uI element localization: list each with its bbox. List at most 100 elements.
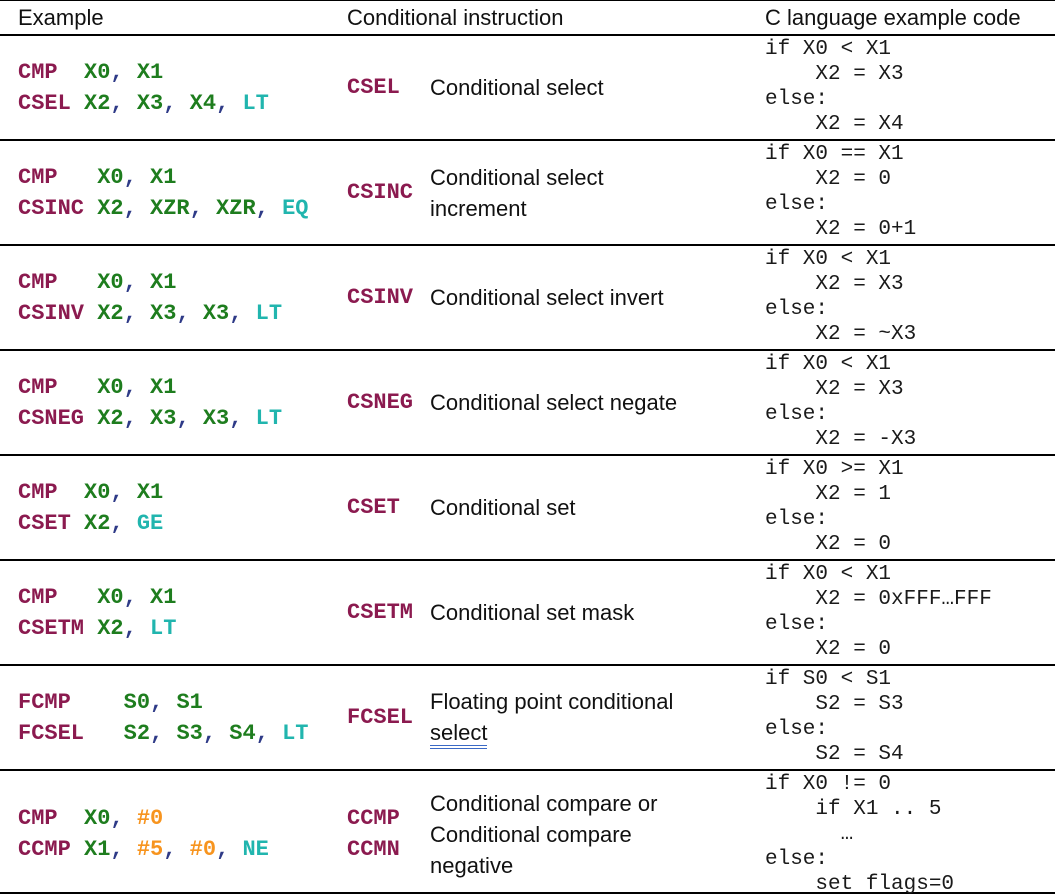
mnemonic-label: CSET: [347, 495, 400, 520]
assembly-line: CMP X0, #0: [18, 803, 347, 834]
asm-token: X2: [97, 195, 124, 221]
asm-token: ,: [123, 195, 137, 221]
mnemonic-cell: CSET: [347, 456, 430, 559]
asm-token: CMP: [18, 269, 58, 295]
table-row: CMP X0, X1 CSINC X2, XZR, XZR, EQ CSINC Con…: [0, 141, 1055, 246]
asm-token: [84, 616, 97, 641]
description-line: Conditional set mask: [430, 600, 635, 625]
example-cell: FCMP S0, S1 FCSEL S2, S3, S4, LT: [0, 666, 347, 769]
description-line: increment: [430, 195, 527, 221]
asm-token: LT: [282, 720, 309, 746]
asm-token: ,: [176, 300, 190, 326]
asm-token: [124, 806, 137, 831]
example-cell: CMP X0, X1 CSEL X2, X3, X4, LT: [0, 36, 347, 139]
asm-token: ,: [189, 195, 203, 221]
assembly-line: CSINC X2, XZR, XZR, EQ: [18, 193, 347, 224]
code-cell: if X0 < X1 X2 = X3 else: X2 = ~X3: [765, 246, 1055, 349]
asm-token: CMP: [18, 584, 58, 610]
table-row: CMP X0, X1 CSET X2, GE CSET Conditional set…: [0, 456, 1055, 561]
asm-token: X1: [84, 837, 111, 862]
description-line: Conditional select invert: [430, 285, 664, 310]
asm-token: [269, 721, 282, 746]
asm-token: NE: [242, 837, 269, 862]
asm-token: X2: [84, 510, 111, 536]
asm-token: #0: [189, 837, 217, 862]
c-code-block: if X0 < X1 X2 = X3 else: X2 = -X3: [765, 353, 917, 451]
mnemonic-label: CSNEG: [347, 390, 414, 415]
code-cell: if X0 < X1 X2 = 0xFFF…FFF else: X2 = 0: [765, 561, 1055, 664]
assembly-line: FCSEL S2, S3, S4, LT: [18, 718, 347, 749]
c-code-block: if S0 < S1 S2 = S3 else: S2 = S4: [765, 668, 904, 766]
asm-token: S3: [176, 720, 203, 746]
asm-token: CSNEG: [18, 405, 85, 431]
asm-token: #0: [136, 806, 164, 831]
asm-token: X0: [97, 374, 124, 400]
mnemonic-label: CCMN: [347, 837, 400, 862]
asm-token: [84, 406, 97, 431]
assembly-line: CMP X0, X1: [18, 57, 347, 88]
description-line: Conditional select: [430, 75, 604, 100]
asm-token: [203, 196, 216, 221]
description-line: select: [430, 717, 765, 749]
asm-token: [137, 616, 150, 641]
asm-token: ,: [110, 837, 124, 862]
mnemonic-label: CSINC: [347, 180, 414, 205]
assembly-line: CMP X0, X1: [18, 477, 347, 508]
c-code-block: if X0 >= X1 X2 = 1 else: X2 = 0: [765, 458, 904, 556]
asm-token: [242, 301, 255, 326]
asm-token: X1: [136, 479, 164, 505]
asm-token: [84, 196, 97, 221]
asm-token: X4: [189, 90, 217, 116]
assembly-line: CSEL X2, X3, X4, LT: [18, 88, 347, 119]
asm-token: CSEL: [18, 90, 71, 116]
table-row: CMP X0, X1 CSNEG X2, X3, X3, LT CSNEG Condi…: [0, 351, 1055, 456]
mnemonic-cell: CSNEG: [347, 351, 430, 454]
assembly-line: CSINV X2, X3, X3, LT: [18, 298, 347, 329]
description-cell: Conditional select: [430, 36, 765, 139]
table-row: CMP X0, #0 CCMP X1, #5, #0, NE CCMP CCMN Con…: [0, 771, 1055, 896]
description-cell: Conditional select invert: [430, 246, 765, 349]
asm-token: ,: [123, 584, 137, 610]
asm-token: [71, 690, 124, 715]
asm-token: ,: [123, 300, 137, 326]
asm-token: X1: [150, 269, 177, 295]
asm-token: [216, 721, 229, 746]
asm-token: ,: [216, 837, 230, 862]
asm-token: [137, 375, 150, 400]
description-line: Conditional set: [430, 495, 576, 520]
example-cell: CMP X0, X1 CSINV X2, X3, X3, LT: [0, 246, 347, 349]
c-code-block: if X0 < X1 X2 = X3 else: X2 = ~X3: [765, 248, 917, 346]
asm-token: ,: [163, 837, 177, 862]
asm-token: FCSEL: [18, 720, 85, 746]
assembly-line: FCMP S0, S1: [18, 687, 347, 718]
asm-token: [124, 480, 137, 505]
asm-token: X0: [84, 806, 111, 831]
asm-token: X3: [150, 405, 177, 431]
asm-token: ,: [150, 689, 164, 715]
assembly-line: CSETM X2, LT: [18, 613, 347, 644]
description-line: Conditional select negate: [430, 390, 678, 415]
asm-token: ,: [123, 164, 137, 190]
asm-token: [84, 721, 124, 746]
asm-token: #5: [136, 837, 164, 862]
asm-token: ,: [123, 269, 137, 295]
asm-token: ,: [176, 405, 190, 431]
asm-token: XZR: [216, 195, 256, 221]
asm-token: ,: [229, 300, 243, 326]
asm-token: ,: [255, 195, 269, 221]
header-conditional-instruction: Conditional instruction: [347, 4, 564, 30]
asm-token: [137, 301, 150, 326]
mnemonic-cell: CSINC: [347, 141, 430, 244]
description-cell: Conditional set mask: [430, 561, 765, 664]
asm-token: X3: [202, 405, 230, 431]
asm-token: [229, 837, 242, 862]
asm-token: X2: [97, 615, 124, 641]
description-line: Conditional compare: [430, 821, 632, 847]
asm-token: ,: [110, 479, 124, 505]
asm-token: [190, 301, 203, 326]
asm-token: CMP: [18, 806, 58, 831]
asm-token: CCMP: [18, 837, 71, 862]
table-row: FCMP S0, S1 FCSEL S2, S3, S4, LT FCSEL Floa…: [0, 666, 1055, 771]
asm-token: [71, 91, 84, 116]
mnemonic-label: CSEL: [347, 75, 400, 100]
